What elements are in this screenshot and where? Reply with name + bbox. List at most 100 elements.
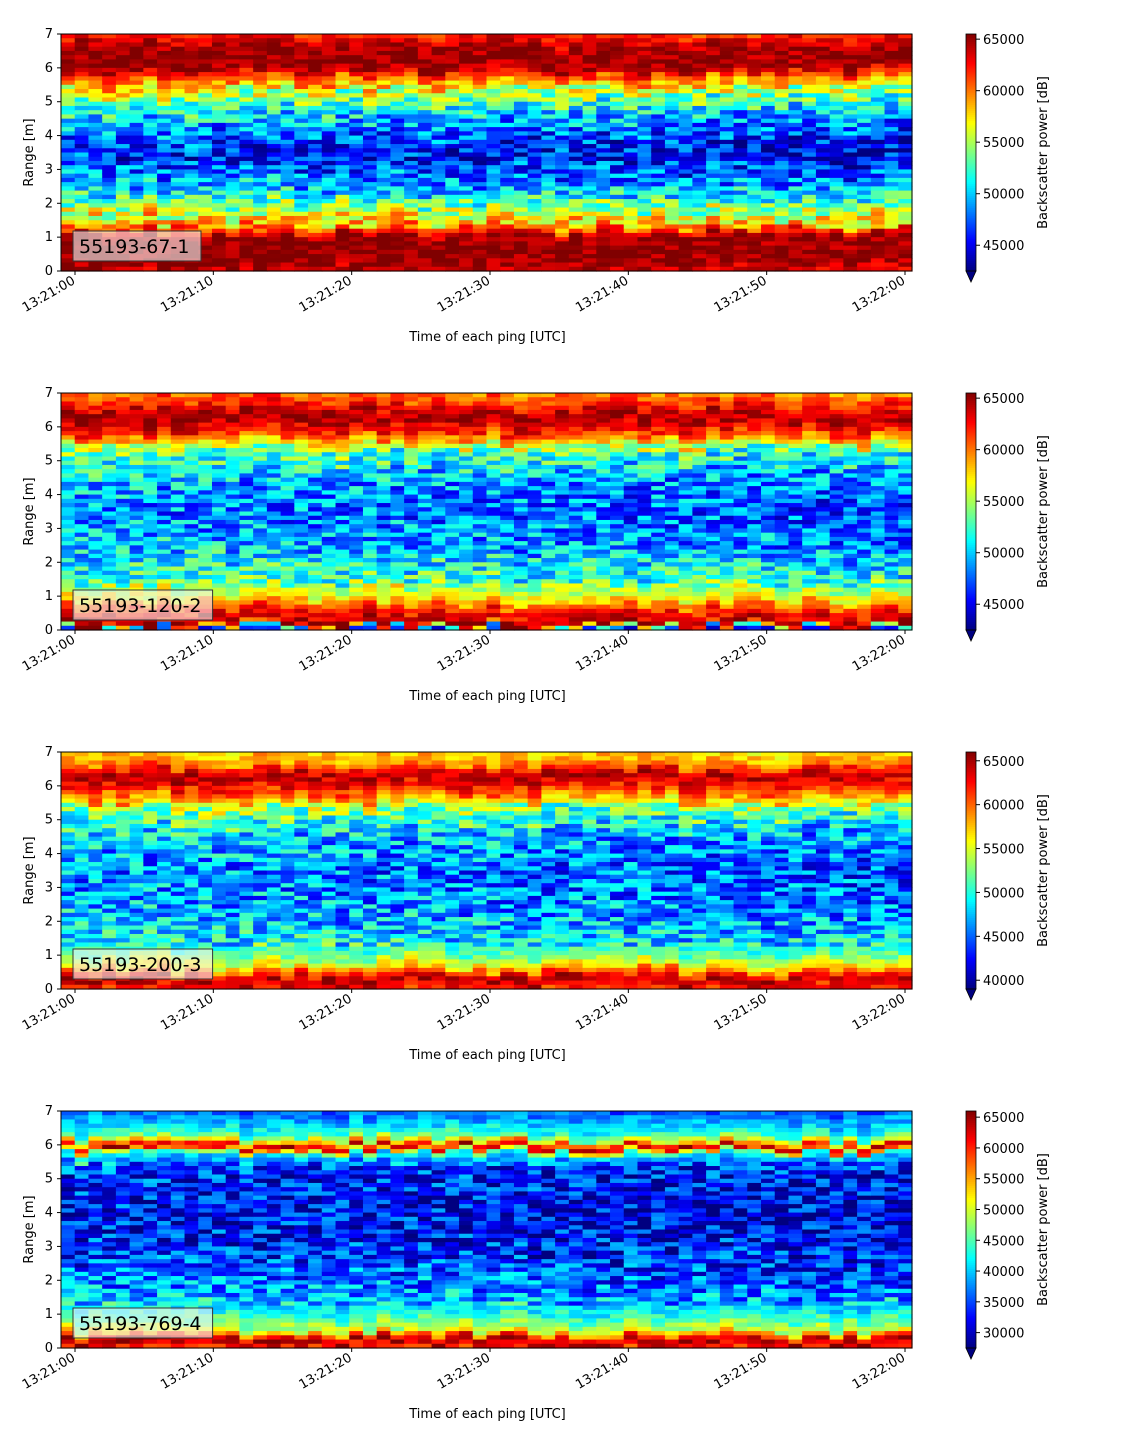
heatmap-cell — [898, 93, 913, 99]
heatmap-cell — [664, 122, 680, 128]
heatmap-cell — [143, 215, 158, 221]
heatmap-cell — [582, 199, 597, 204]
heatmap-cell — [582, 148, 597, 154]
heatmap-cell — [294, 63, 309, 69]
heatmap-cell — [129, 59, 144, 65]
heatmap-cell — [335, 422, 350, 428]
heatmap-cell — [390, 156, 405, 162]
heatmap-cell — [280, 587, 295, 593]
heatmap-cell — [747, 194, 762, 200]
heatmap-cell — [472, 190, 488, 196]
heatmap-cell — [157, 127, 172, 132]
heatmap-cell — [198, 452, 213, 458]
heatmap-cell — [761, 215, 776, 221]
heatmap-cell — [335, 63, 350, 69]
heatmap-cell — [211, 177, 227, 183]
heatmap-cell — [129, 34, 144, 39]
heatmap-cell — [857, 199, 872, 204]
heatmap-cell — [459, 249, 474, 255]
heatmap-cell — [692, 211, 707, 217]
heatmap-cell — [733, 194, 748, 200]
heatmap-cell — [390, 266, 405, 272]
heatmap-cell — [747, 38, 762, 44]
heatmap-cell — [308, 621, 323, 627]
heatmap-cell — [294, 464, 309, 470]
heatmap-cell — [376, 76, 392, 82]
heatmap-cell — [225, 258, 241, 264]
heatmap-cell — [417, 144, 433, 149]
heatmap-cell — [774, 55, 790, 60]
heatmap-cell — [349, 84, 364, 90]
heatmap-cell — [733, 266, 748, 272]
colorbar-tick-label: 55000 — [983, 136, 1024, 151]
heatmap-cell — [843, 173, 858, 179]
heatmap-cell — [157, 59, 172, 65]
heatmap-cell — [500, 165, 515, 171]
heatmap-cell — [884, 80, 899, 86]
heatmap-cell — [170, 401, 186, 407]
heatmap-cell — [349, 76, 364, 82]
heatmap-cell — [445, 160, 460, 166]
heatmap-cell — [527, 50, 543, 56]
heatmap-cell — [253, 152, 268, 158]
heatmap-cell — [445, 241, 460, 247]
heatmap-cell — [335, 46, 350, 52]
heatmap-cell — [266, 439, 282, 445]
heatmap-cell — [239, 139, 254, 145]
heatmap-cell — [404, 50, 419, 56]
heatmap-cell — [102, 566, 117, 572]
heatmap-cell — [513, 203, 529, 209]
heatmap-cell — [362, 199, 378, 204]
heatmap-cell — [884, 232, 899, 238]
heatmap-cell — [61, 617, 76, 623]
heatmap-cell — [857, 207, 872, 213]
heatmap-cell — [843, 203, 858, 209]
heatmap-cell — [733, 46, 748, 52]
heatmap-cell — [280, 135, 295, 141]
heatmap-cell — [211, 152, 227, 158]
heatmap-cell — [280, 409, 295, 415]
heatmap-cell — [157, 574, 172, 580]
heatmap-cell — [157, 182, 172, 187]
heatmap-cell — [637, 262, 652, 268]
heatmap-cell — [404, 190, 419, 196]
heatmap-cell — [362, 464, 378, 470]
heatmap-cell — [623, 249, 639, 255]
heatmap-cell — [362, 177, 378, 183]
heatmap-cell — [294, 401, 309, 407]
heatmap-cell — [362, 38, 378, 44]
heatmap-cell — [678, 173, 693, 179]
heatmap-cell — [431, 38, 446, 44]
heatmap-cell — [417, 169, 433, 175]
heatmap-cell — [390, 42, 405, 48]
heatmap-cell — [349, 266, 364, 272]
heatmap-cell — [884, 254, 899, 259]
heatmap-cell — [623, 160, 639, 166]
heatmap-cell — [568, 38, 584, 44]
heatmap-cell — [541, 266, 556, 272]
heatmap-cell — [788, 254, 803, 259]
heatmap-cell — [253, 127, 268, 132]
heatmap-cell — [596, 262, 611, 268]
heatmap-cell — [390, 144, 405, 149]
heatmap-cell — [376, 545, 392, 551]
heatmap-cell — [225, 110, 241, 116]
heatmap-cell — [747, 249, 762, 255]
heatmap-cell — [623, 228, 639, 234]
heatmap-cell — [294, 591, 309, 597]
heatmap-cell — [115, 397, 131, 403]
heatmap-cell — [802, 254, 817, 259]
heatmap-cell — [74, 34, 90, 39]
heatmap-cell — [308, 435, 323, 441]
heatmap-cell — [774, 156, 790, 162]
heatmap-cell — [61, 393, 76, 398]
heatmap-cell — [349, 220, 364, 226]
heatmap-cell — [321, 625, 337, 631]
heatmap-cell — [115, 574, 131, 580]
heatmap-cell — [74, 528, 90, 534]
heatmap-cell — [747, 131, 762, 137]
heatmap-cell — [541, 207, 556, 213]
heatmap-cell — [898, 76, 913, 82]
heatmap-cell — [253, 237, 268, 242]
heatmap-cell — [335, 511, 350, 517]
